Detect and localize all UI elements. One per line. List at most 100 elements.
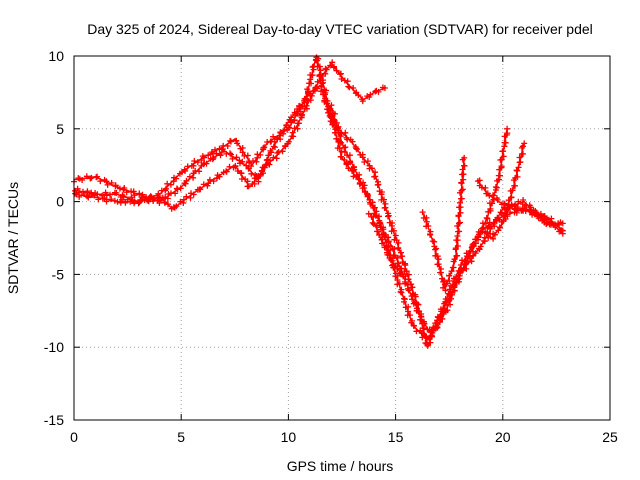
- data-point: [122, 199, 129, 206]
- data-point: [365, 210, 372, 217]
- data-point: [285, 125, 292, 131]
- data-point: [498, 163, 505, 170]
- data-point: [244, 152, 251, 159]
- grid: [74, 56, 610, 420]
- data-point: [183, 177, 190, 184]
- data-point: [206, 176, 213, 183]
- data-point: [413, 300, 420, 307]
- data-point: [543, 215, 550, 222]
- data-point: [375, 88, 382, 95]
- data-point: [402, 262, 409, 269]
- data-point: [558, 227, 565, 234]
- data-point: [308, 92, 315, 99]
- data-point: [250, 158, 256, 164]
- data-point: [259, 168, 265, 175]
- data-point: [420, 325, 426, 331]
- data-point: [520, 150, 526, 157]
- data-point: [446, 286, 453, 293]
- data-point: [267, 147, 274, 154]
- data-point: [458, 179, 465, 186]
- data-point: [381, 85, 388, 91]
- data-point: [267, 157, 274, 164]
- data-point: [355, 175, 362, 182]
- data-point: [513, 209, 520, 216]
- data-point: [347, 159, 354, 166]
- data-point: [483, 214, 490, 221]
- data-point: [493, 184, 500, 191]
- data-point: [197, 186, 204, 193]
- data-point: [145, 198, 152, 205]
- data-point: [209, 150, 216, 157]
- data-point: [433, 245, 440, 252]
- data-point: [341, 156, 348, 163]
- data-point: [79, 177, 86, 183]
- data-point: [297, 108, 304, 115]
- data-point: [299, 111, 305, 118]
- data-point: [351, 166, 358, 173]
- data-point: [165, 201, 171, 208]
- x-tick-label: 5: [177, 429, 185, 445]
- data-point: [238, 170, 245, 177]
- data-point: [402, 273, 409, 280]
- data-point: [374, 182, 381, 188]
- data-point: [318, 88, 324, 95]
- data-point: [101, 195, 108, 201]
- data-point: [439, 315, 446, 322]
- data-point: [394, 266, 401, 273]
- data-point: [228, 151, 234, 158]
- data-point: [203, 160, 210, 167]
- data-series-5: [419, 154, 468, 294]
- data-point: [337, 70, 344, 77]
- data-point: [188, 190, 194, 197]
- data-point: [428, 329, 435, 336]
- data-point: [120, 193, 127, 200]
- data-point: [402, 280, 409, 287]
- data-point: [376, 232, 383, 238]
- data-point: [427, 231, 434, 238]
- data-point: [472, 240, 479, 247]
- data-point: [539, 217, 546, 224]
- data-point: [401, 296, 408, 303]
- data-point: [396, 280, 403, 287]
- data-point: [486, 219, 493, 226]
- data-point: [232, 162, 239, 169]
- data-point: [482, 220, 489, 227]
- data-point: [84, 188, 91, 195]
- chart-title: Day 325 of 2024, Sidereal Day-to-day VTE…: [87, 21, 593, 37]
- data-point: [421, 320, 428, 327]
- data-point: [191, 158, 198, 164]
- data-point: [88, 174, 95, 181]
- data-point: [460, 176, 467, 183]
- data-point: [328, 102, 335, 109]
- data-point: [502, 210, 508, 217]
- data-point: [369, 219, 376, 226]
- data-point: [359, 154, 366, 161]
- data-point: [223, 168, 230, 175]
- data-point: [429, 238, 436, 245]
- data-point: [164, 180, 171, 187]
- data-point: [97, 178, 104, 185]
- data-point: [285, 138, 292, 145]
- data-point: [275, 149, 282, 155]
- data-point: [103, 198, 110, 205]
- data-point: [257, 151, 264, 158]
- data-point: [364, 158, 371, 165]
- data-point: [454, 252, 461, 259]
- data-point: [459, 257, 465, 264]
- data-point: [227, 137, 234, 144]
- data-point: [182, 168, 189, 174]
- data-point: [457, 199, 463, 206]
- data-point: [239, 149, 246, 156]
- data-point: [364, 193, 371, 200]
- data-point: [458, 195, 465, 202]
- data-point: [437, 269, 444, 276]
- data-point: [201, 154, 208, 161]
- y-tick-label: -15: [44, 412, 64, 428]
- data-point: [484, 225, 491, 231]
- data-point: [341, 149, 348, 156]
- data-point: [384, 251, 391, 258]
- data-point: [439, 310, 446, 316]
- data-point: [489, 200, 496, 207]
- data-point: [501, 200, 507, 207]
- data-point: [498, 156, 505, 163]
